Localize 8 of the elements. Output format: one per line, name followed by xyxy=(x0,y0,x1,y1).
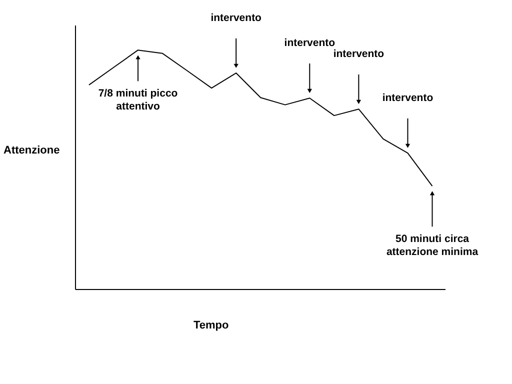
annotation: intervento xyxy=(382,92,434,104)
annotation: intervento xyxy=(333,48,384,60)
text: intervento xyxy=(210,12,262,24)
annotation: 7/8 minuti picco attentivo xyxy=(98,87,178,112)
x-axis-title: Tempo xyxy=(194,320,230,332)
y-axis-title: Attenzione xyxy=(4,144,60,156)
text: intervento xyxy=(284,37,336,50)
annotation: 50 minuti circa attenzione minima xyxy=(386,232,478,258)
